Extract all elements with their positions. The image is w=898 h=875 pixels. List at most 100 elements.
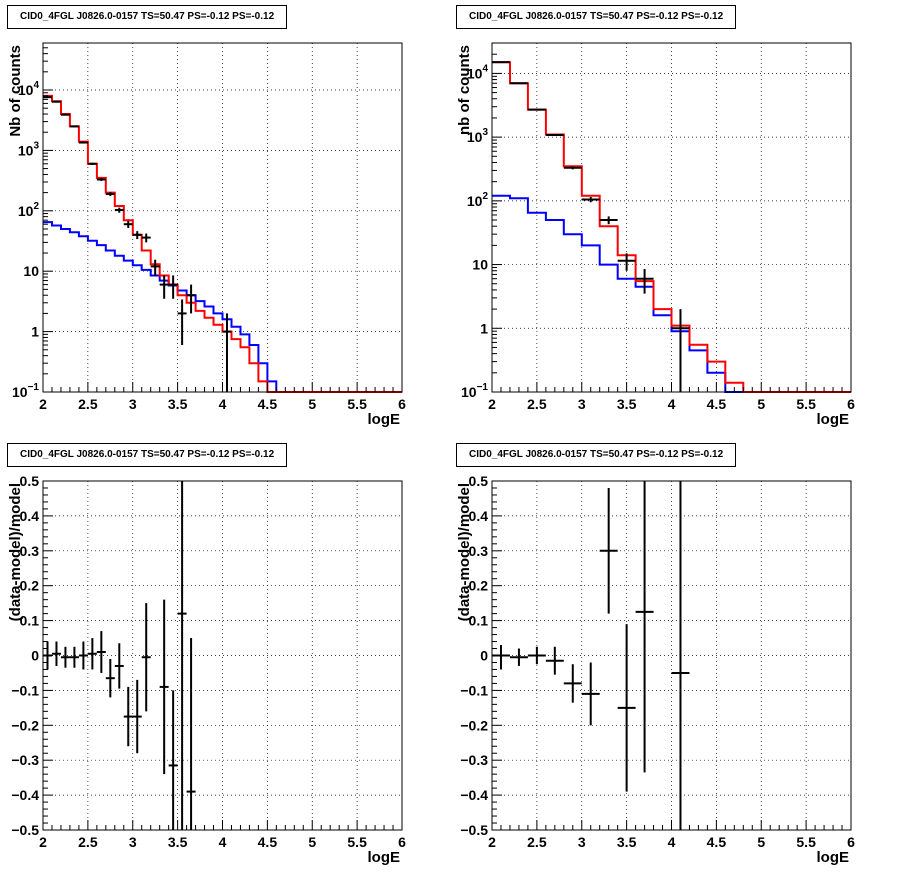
x-tick-label: 2.5 [78, 834, 98, 850]
y-tick-label: −0.4 [11, 787, 39, 803]
y-tick-label: 0.2 [20, 578, 40, 594]
y-tick-label: 0 [31, 648, 39, 664]
x-axis: 2 2.5 3 3.5 4 4.5 5 5.5 6 [39, 820, 406, 850]
y-tick-label: 1 [480, 320, 488, 336]
y-axis-label: nb of counts [456, 45, 473, 135]
x-tick-label: 3 [129, 834, 137, 850]
x-tick-label: 2 [488, 396, 496, 412]
x-tick-label: 5.5 [796, 834, 816, 850]
x-tick-label: 2.5 [527, 396, 547, 412]
x-tick-label: 2 [39, 834, 47, 850]
x-tick-label: 4 [219, 396, 227, 412]
x-tick-label: 3.5 [617, 396, 637, 412]
x-tick-label: 5.5 [796, 396, 816, 412]
x-tick-label: 6 [847, 396, 855, 412]
x-tick-label: 5 [757, 834, 765, 850]
y-tick-label: −0.5 [460, 822, 488, 838]
y-tick-label: −0.2 [11, 717, 39, 733]
plot-pad-top-right: 2 2.5 3 3.5 4 4.5 5 5.5 6 logE 10−1 1 10 102 103 104 nb … [449, 0, 898, 437]
y-tick-label: 0.5 [469, 473, 489, 489]
x-tick-label: 6 [398, 834, 406, 850]
y-tick-exponent: −1 [477, 382, 489, 393]
plot-pad-bottom-left: 2 2.5 3 3.5 4 4.5 5 5.5 6 logE −0.5 −0.4 −0.3 −0.2 −0.… [0, 437, 449, 875]
chart-top-right: 2 2.5 3 3.5 4 4.5 5 5.5 6logE10−1110102103104nb … [456, 42, 855, 428]
y-tick-exponent: −1 [28, 382, 40, 393]
grid [43, 43, 402, 392]
histogram-series [492, 194, 851, 393]
x-tick-label: 3 [578, 834, 586, 850]
x-tick-label: 5 [308, 396, 316, 412]
chart-title: CID0_4FGL J0826.0-0157 TS=50.47 PS=-0.12… [7, 443, 288, 467]
y-tick-label: 0.1 [20, 613, 40, 629]
data-errorbars [492, 481, 690, 830]
y-tick-label: 0.4 [469, 508, 489, 524]
x-tick-label: 2 [39, 396, 47, 412]
chart-title: CID0_4FGL J0826.0-0157 TS=50.47 PS=-0.12… [456, 443, 737, 467]
x-axis-label: logE [817, 411, 850, 428]
x-axis: 2 2.5 3 3.5 4 4.5 5 5.5 6 [488, 382, 855, 412]
y-tick-label: −0.3 [11, 752, 39, 768]
chart-title: CID0_4FGL J0826.0-0157 TS=50.47 PS=-0.12… [456, 5, 737, 29]
grid [43, 481, 402, 830]
y-axis: −0.5 −0.4 −0.3 −0.2 −0.1 0 0.1 0.2 0.3 0.4 0.5 [11, 473, 53, 838]
y-axis-label: Nb of counts [7, 45, 24, 137]
x-tick-label: 5 [757, 396, 765, 412]
x-tick-label: 2 [488, 834, 496, 850]
x-axis-label: logE [817, 849, 850, 866]
y-tick-label: 10 [472, 257, 488, 273]
y-tick-label: 102 [467, 191, 489, 209]
data-errorbars [43, 481, 196, 830]
y-tick-label: 0.3 [469, 543, 489, 559]
y-tick-exponent: 2 [482, 191, 488, 202]
y-tick-label: 0.2 [469, 578, 489, 594]
x-tick-label: 4.5 [258, 396, 278, 412]
y-tick-label: 1 [31, 324, 39, 340]
y-tick-label: 10 [23, 263, 39, 279]
chart-title: CID0_4FGL J0826.0-0157 TS=50.47 PS=-0.12… [7, 5, 288, 29]
y-tick-label: −0.1 [11, 682, 39, 698]
x-tick-label: 6 [398, 396, 406, 412]
y-tick-label: 0 [480, 648, 488, 664]
y-axis-label: (data-model)/model [456, 483, 473, 621]
x-tick-label: 4.5 [707, 396, 727, 412]
x-tick-label: 4 [668, 834, 676, 850]
y-tick-label: 0.3 [20, 543, 40, 559]
x-tick-label: 4.5 [707, 834, 727, 850]
x-axis-label: logE [368, 849, 401, 866]
x-tick-label: 4 [668, 396, 676, 412]
y-tick-label: 10−1 [12, 382, 39, 400]
y-tick-exponent: 3 [482, 127, 488, 138]
chart-top-left: 2 2.5 3 3.5 4 4.5 5 5.5 6logE10−1110102103104Nb … [7, 42, 406, 428]
y-tick-label: −0.4 [460, 787, 488, 803]
y-tick-exponent: 2 [33, 201, 39, 212]
data-errorbars [492, 61, 690, 392]
y-tick-label: 0.5 [20, 473, 40, 489]
x-tick-label: 4 [219, 834, 227, 850]
x-tick-label: 3.5 [617, 834, 637, 850]
y-tick-label: 0.4 [20, 508, 40, 524]
x-tick-label: 5.5 [347, 396, 367, 412]
plot-pad-bottom-right: 2 2.5 3 3.5 4 4.5 5 5.5 6 logE −0.5 −0.4 −0.3 −0.2 −0.… [449, 437, 898, 875]
x-axis: 2 2.5 3 3.5 4 4.5 5 5.5 6 [39, 382, 406, 412]
y-tick-label: −0.3 [460, 752, 488, 768]
x-tick-label: 3.5 [168, 396, 188, 412]
y-tick-exponent: 4 [482, 63, 488, 74]
y-tick-label: −0.2 [460, 717, 488, 733]
x-tick-label: 3 [129, 396, 137, 412]
y-tick-exponent: 3 [33, 140, 39, 151]
x-tick-label: 6 [847, 834, 855, 850]
y-tick-label: 102 [18, 201, 40, 219]
data-errorbars [43, 96, 232, 392]
x-tick-label: 2.5 [527, 834, 547, 850]
x-tick-label: 2.5 [78, 396, 98, 412]
y-tick-label: 0.1 [469, 613, 489, 629]
y-tick-label: −0.1 [460, 682, 488, 698]
x-tick-label: 4.5 [258, 834, 278, 850]
x-tick-label: 3 [578, 396, 586, 412]
y-tick-label: −0.5 [11, 822, 39, 838]
y-tick-label: 10−1 [461, 382, 488, 400]
x-tick-label: 5.5 [347, 834, 367, 850]
plot-pad-top-left: 2 2.5 3 3.5 4 4.5 5 5.5 6 logE 10−1 1 10 102 103 104 Nb … [0, 0, 449, 437]
y-tick-exponent: 4 [33, 80, 39, 91]
